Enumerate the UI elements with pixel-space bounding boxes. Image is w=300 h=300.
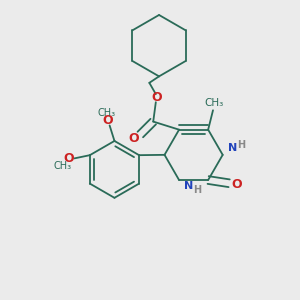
Text: O: O — [152, 91, 162, 104]
Text: N: N — [228, 143, 238, 153]
Text: CH₃: CH₃ — [53, 160, 71, 170]
Text: O: O — [64, 152, 74, 165]
Text: N: N — [184, 182, 194, 191]
Text: O: O — [103, 114, 113, 127]
Text: O: O — [128, 132, 139, 145]
Text: H: H — [193, 185, 201, 195]
Text: CH₃: CH₃ — [97, 107, 116, 118]
Text: H: H — [237, 140, 245, 149]
Text: CH₃: CH₃ — [204, 98, 223, 108]
Text: O: O — [231, 178, 242, 191]
